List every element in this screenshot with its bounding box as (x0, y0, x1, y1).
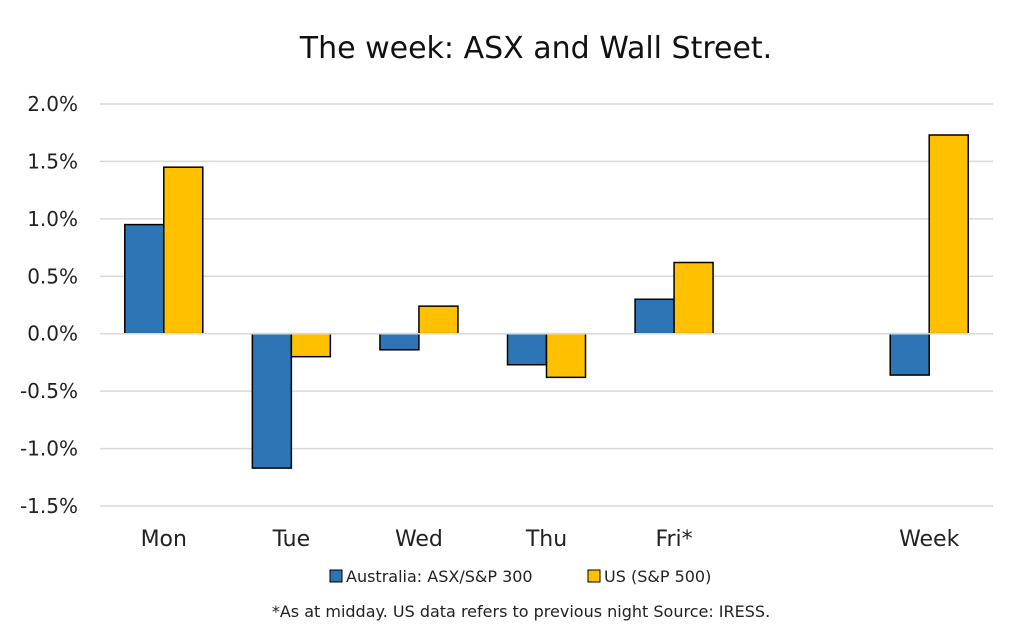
y-tick-label: 0.5% (27, 264, 78, 288)
y-tick-label: 1.0% (27, 207, 78, 231)
legend: Australia: ASX/S&P 300 US (S&P 500) (329, 567, 711, 586)
chart-title: The week: ASX and Wall Street. (299, 31, 772, 66)
x-category-label: Fri* (655, 527, 692, 552)
gridlines (100, 103, 993, 507)
y-axis-ticks: 2.0% 1.5% 1.0% 0.5% 0.0% -0.5% -1.0% -1.5% (20, 92, 78, 518)
x-category-label: Mon (141, 527, 187, 552)
y-tick-label: -0.5% (20, 379, 78, 403)
footnote: *As at midday. US data refers to previou… (272, 602, 770, 621)
legend-label-australia: Australia: ASX/S&P 300 (346, 567, 533, 586)
legend-swatch-us (587, 569, 601, 583)
y-tick-label: -1.0% (20, 437, 78, 461)
bar-australia-thu (506, 332, 548, 366)
legend-label-us: US (S&P 500) (604, 567, 711, 586)
x-axis-categories: Mon Tue Wed Thu Fri* Week (141, 527, 960, 552)
x-category-label: Week (899, 527, 960, 552)
bar-australia-week (889, 332, 930, 376)
bar-us-fri (673, 261, 714, 335)
bars (124, 134, 969, 469)
y-tick-label: 2.0% (27, 92, 78, 116)
x-category-label: Wed (395, 527, 443, 552)
bar-us-week (928, 134, 969, 335)
bar-us-mon (163, 166, 204, 335)
y-tick-label: 1.5% (27, 149, 78, 173)
legend-swatch-australia (329, 569, 343, 583)
bar-australia-fri (634, 298, 675, 335)
bar-australia-mon (124, 223, 165, 335)
x-category-label: Tue (272, 527, 311, 552)
y-tick-label: 0.0% (27, 322, 78, 346)
bar-australia-wed (379, 332, 420, 351)
x-category-label: Thu (525, 527, 567, 552)
bar-us-thu (545, 332, 587, 379)
y-tick-label: -1.5% (20, 494, 78, 518)
bar-australia-tue (251, 332, 293, 469)
bar-us-tue (290, 332, 332, 358)
bar-us-wed (418, 305, 459, 335)
